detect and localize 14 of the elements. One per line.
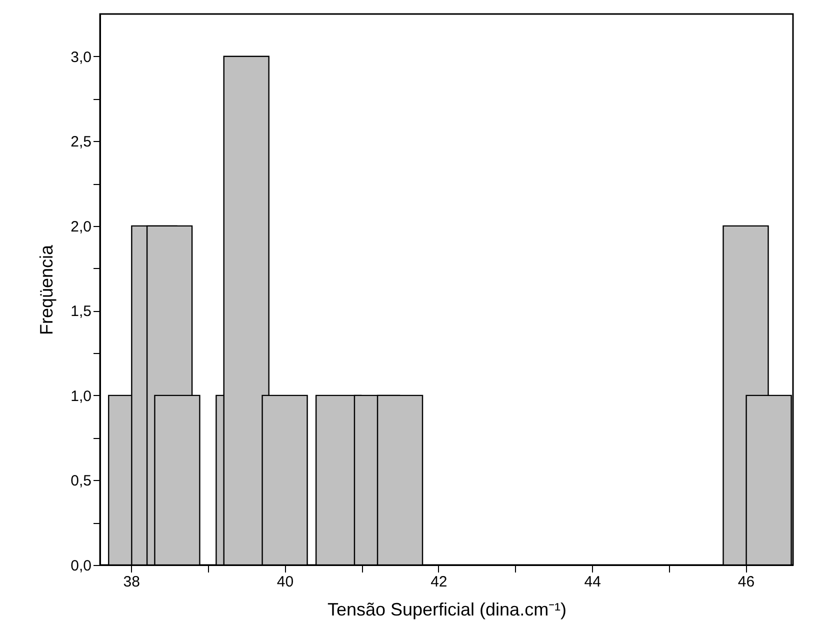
x-tick-label: 38 xyxy=(123,574,140,590)
x-tick-label: 42 xyxy=(430,574,448,590)
x-axis-title: Tensão Superficial (dina.cm⁻¹) xyxy=(327,600,567,620)
y-tick-label: 1,0 xyxy=(70,388,92,405)
y-tick-label: 0,0 xyxy=(70,558,92,574)
y-tick-label: 2,5 xyxy=(70,134,92,151)
x-tick-label: 46 xyxy=(738,574,755,590)
x-tick-label: 40 xyxy=(276,574,294,590)
y-tick-label: 1,5 xyxy=(70,303,92,320)
y-tick-label: 3,0 xyxy=(70,48,92,66)
y-axis-title: Freqüencia xyxy=(36,244,57,336)
y-tick-label: 2,0 xyxy=(70,218,92,236)
y-tick-label: 0,5 xyxy=(70,472,92,490)
x-tick-label: 44 xyxy=(584,574,601,590)
